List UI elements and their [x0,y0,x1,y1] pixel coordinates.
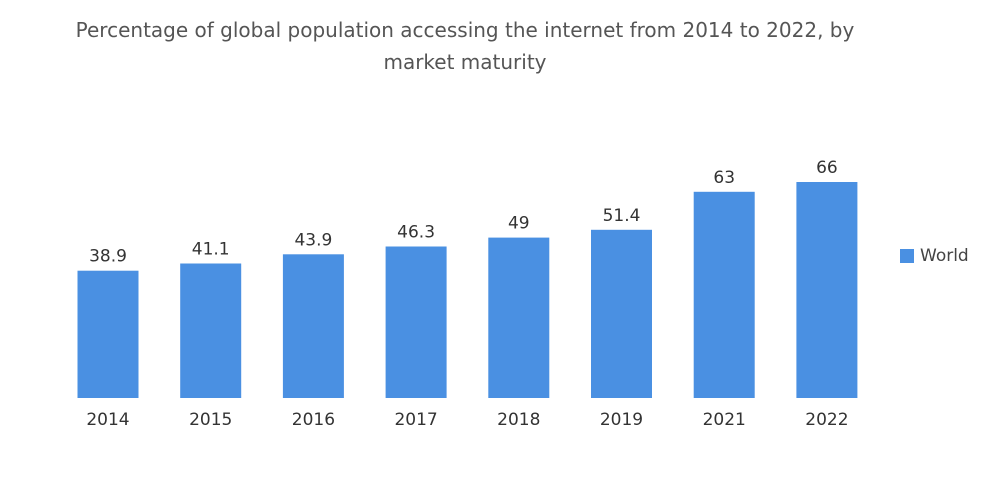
bar-2019 [591,229,652,398]
bar-2015 [180,263,242,398]
x-tick-2022: 2022 [805,410,848,430]
value-label-2015: 41.1 [192,240,230,260]
legend: World [900,246,969,266]
legend-label: World [920,246,969,266]
x-tick-2015: 2015 [189,410,232,430]
value-label-2019: 51.4 [603,206,641,226]
bar-2016 [282,254,344,398]
legend-swatch [900,249,914,263]
x-axis-ticks: 2014 2015 2016 2017 2018 2019 2021 2022 [86,410,848,430]
x-tick-2016: 2016 [292,410,335,430]
value-label-2021: 63 [713,168,735,188]
x-tick-2017: 2017 [394,410,437,430]
value-labels-group: 38.9 41.1 43.9 46.3 49 51.4 63 66 [89,158,838,267]
bar-2018 [488,237,550,398]
value-label-2022: 66 [816,158,838,178]
x-tick-2019: 2019 [600,410,643,430]
chart-title: Percentage of global population accessin… [75,18,855,74]
bar-2022 [796,182,858,398]
value-label-2017: 46.3 [397,223,435,243]
bar-2021 [693,191,755,398]
x-tick-2021: 2021 [703,410,746,430]
bars-group [77,182,858,398]
value-label-2014: 38.9 [89,247,127,267]
value-label-2018: 49 [508,214,530,234]
value-label-2016: 43.9 [294,230,332,250]
bar-2014 [77,270,139,398]
x-tick-2014: 2014 [86,410,129,430]
x-tick-2018: 2018 [497,410,540,430]
bar-2017 [385,246,447,398]
